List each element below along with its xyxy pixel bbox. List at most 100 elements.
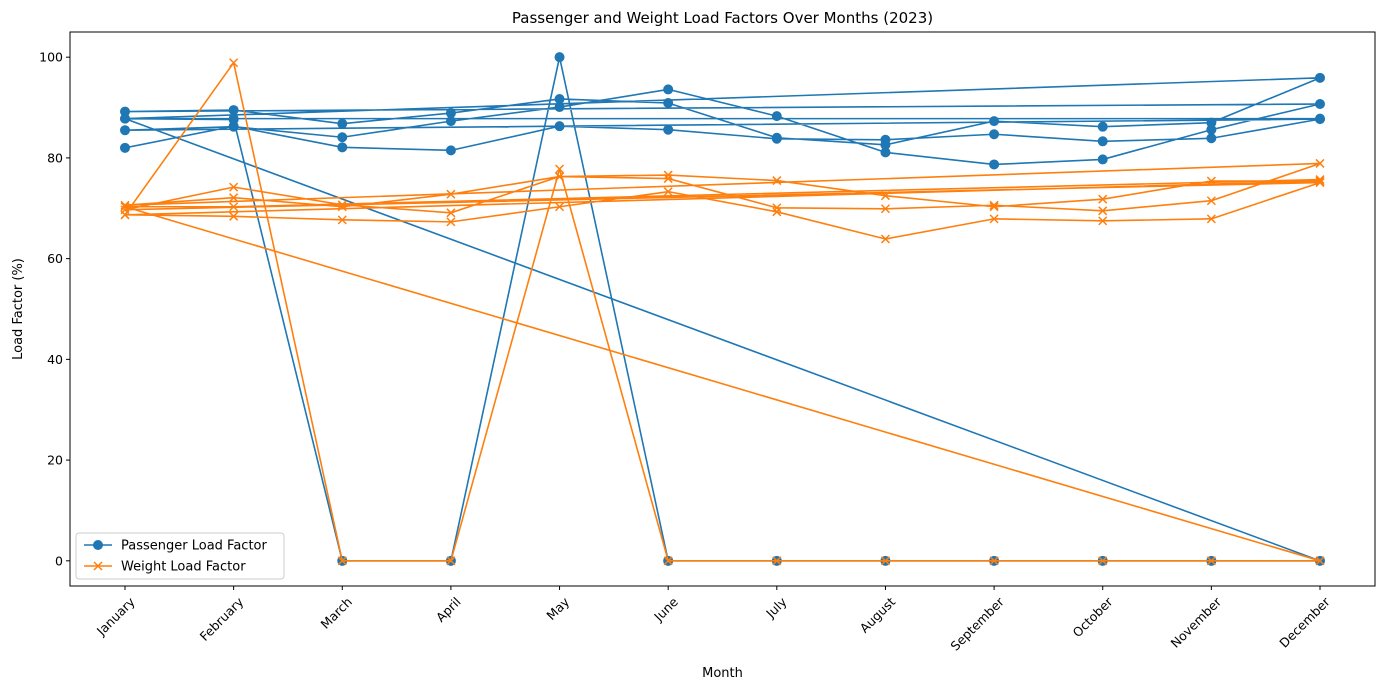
series-line-0 xyxy=(124,56,1321,562)
data-point-1-5 xyxy=(663,187,673,197)
x-tick-label-january: January xyxy=(93,594,138,639)
x-tick-label-november: November xyxy=(1168,594,1225,651)
data-point-0-28 xyxy=(554,93,565,104)
y-tick-label-20: 20 xyxy=(47,453,63,468)
y-axis: 0 20 40 60 80 100 xyxy=(39,50,70,568)
data-point-1-33 xyxy=(1098,194,1108,204)
data-point-1-31 xyxy=(880,191,890,201)
data-point-0-12 xyxy=(120,125,130,136)
data-point-0-5 xyxy=(663,124,674,135)
data-point-0-4 xyxy=(554,121,565,132)
data-point-1-38 xyxy=(337,556,347,566)
data-point-1-20 xyxy=(989,200,999,210)
data-point-1-43 xyxy=(880,556,890,566)
data-point-1-49 xyxy=(229,202,239,212)
data-point-0-40 xyxy=(554,52,565,63)
legend-label-1: Weight Load Factor xyxy=(121,560,246,575)
data-point-1-2 xyxy=(337,215,347,225)
data-point-1-28 xyxy=(555,172,565,182)
data-point-1-39 xyxy=(446,556,456,566)
data-point-1-8 xyxy=(989,214,999,224)
data-point-0-50 xyxy=(1315,113,1325,124)
data-point-1-45 xyxy=(1098,556,1108,566)
data-point-1-44 xyxy=(989,556,999,566)
data-point-0-0 xyxy=(120,142,130,153)
data-point-0-23 xyxy=(1315,99,1325,110)
data-point-0-33 xyxy=(1097,121,1108,132)
data-point-0-32 xyxy=(989,116,1000,127)
x-tick-label-october: October xyxy=(1069,594,1116,641)
data-point-1-24 xyxy=(120,200,130,210)
x-tick-label-june: June xyxy=(650,594,681,625)
y-tick-label-80: 80 xyxy=(47,150,63,165)
data-point-1-32 xyxy=(989,202,999,212)
data-point-0-26 xyxy=(337,118,348,129)
data-point-1-46 xyxy=(1206,556,1216,566)
data-point-1-4 xyxy=(555,202,565,212)
data-point-1-9 xyxy=(1098,216,1108,226)
y-tick-label-100: 100 xyxy=(39,50,63,65)
data-point-1-50 xyxy=(1315,175,1325,185)
plot-area xyxy=(120,52,1325,566)
data-point-1-19 xyxy=(880,204,890,214)
legend-label-0: Passenger Load Factor xyxy=(121,539,267,554)
data-point-1-15 xyxy=(446,208,456,218)
legend: Passenger Load Factor Weight Load Factor xyxy=(75,532,285,580)
legend-marker-0 xyxy=(93,540,103,550)
data-point-0-21 xyxy=(1097,154,1108,165)
data-point-0-29 xyxy=(663,98,674,109)
data-point-1-30 xyxy=(772,176,782,186)
x-tick-label-december: December xyxy=(1276,594,1333,651)
x-tick-label-august: August xyxy=(857,594,899,636)
y-tick-label-60: 60 xyxy=(47,251,63,266)
data-point-0-34 xyxy=(1206,117,1217,128)
data-point-1-35 xyxy=(1315,176,1325,186)
data-point-1-23 xyxy=(1315,158,1325,168)
data-point-1-3 xyxy=(446,217,456,227)
legend-marker-1 xyxy=(93,561,103,571)
data-point-0-14 xyxy=(337,132,348,143)
x-tick-label-may: May xyxy=(543,594,572,623)
data-point-0-25 xyxy=(228,105,239,116)
axes-frame xyxy=(69,31,1376,587)
x-tick-label-july: July xyxy=(762,594,790,622)
data-point-0-35 xyxy=(1315,72,1325,83)
data-point-1-41 xyxy=(663,556,673,566)
data-point-1-26 xyxy=(337,202,347,212)
data-point-1-1 xyxy=(229,211,239,221)
data-point-1-6 xyxy=(772,207,782,217)
data-point-0-9 xyxy=(1097,136,1108,147)
data-point-1-7 xyxy=(880,234,890,244)
x-axis: January February March April May June July Augu… xyxy=(93,586,1333,654)
data-point-1-22 xyxy=(1206,196,1216,206)
x-tick-label-april: April xyxy=(433,594,464,625)
data-point-0-10 xyxy=(1206,133,1217,144)
data-point-1-18 xyxy=(772,203,782,213)
data-point-0-48 xyxy=(120,113,130,124)
data-point-1-34 xyxy=(1206,176,1216,186)
y-tick-label-0: 0 xyxy=(55,553,63,568)
data-point-1-25 xyxy=(229,193,239,203)
data-point-1-17 xyxy=(663,174,673,184)
x-tick-label-february: February xyxy=(197,594,247,644)
y-axis-label: Load Factor (%) xyxy=(11,258,26,360)
data-point-0-20 xyxy=(989,159,1000,170)
data-point-1-13 xyxy=(229,182,239,192)
y-tick-label-40: 40 xyxy=(47,352,63,367)
data-point-1-42 xyxy=(772,556,782,566)
data-point-0-49 xyxy=(228,113,239,124)
legend-box xyxy=(75,532,285,580)
data-point-1-40 xyxy=(555,164,565,174)
x-tick-label-september: September xyxy=(947,594,1007,654)
data-point-1-29 xyxy=(663,170,673,180)
data-point-0-18 xyxy=(771,111,782,122)
series-line-1 xyxy=(124,61,1321,562)
data-point-0-8 xyxy=(989,129,1000,140)
series-1 xyxy=(120,58,1325,566)
data-point-1-21 xyxy=(1098,206,1108,216)
data-point-0-30 xyxy=(771,132,782,143)
data-point-1-27 xyxy=(446,189,456,199)
data-point-1-37 xyxy=(229,58,239,68)
data-point-1-48 xyxy=(120,202,130,212)
data-point-1-14 xyxy=(337,200,347,210)
